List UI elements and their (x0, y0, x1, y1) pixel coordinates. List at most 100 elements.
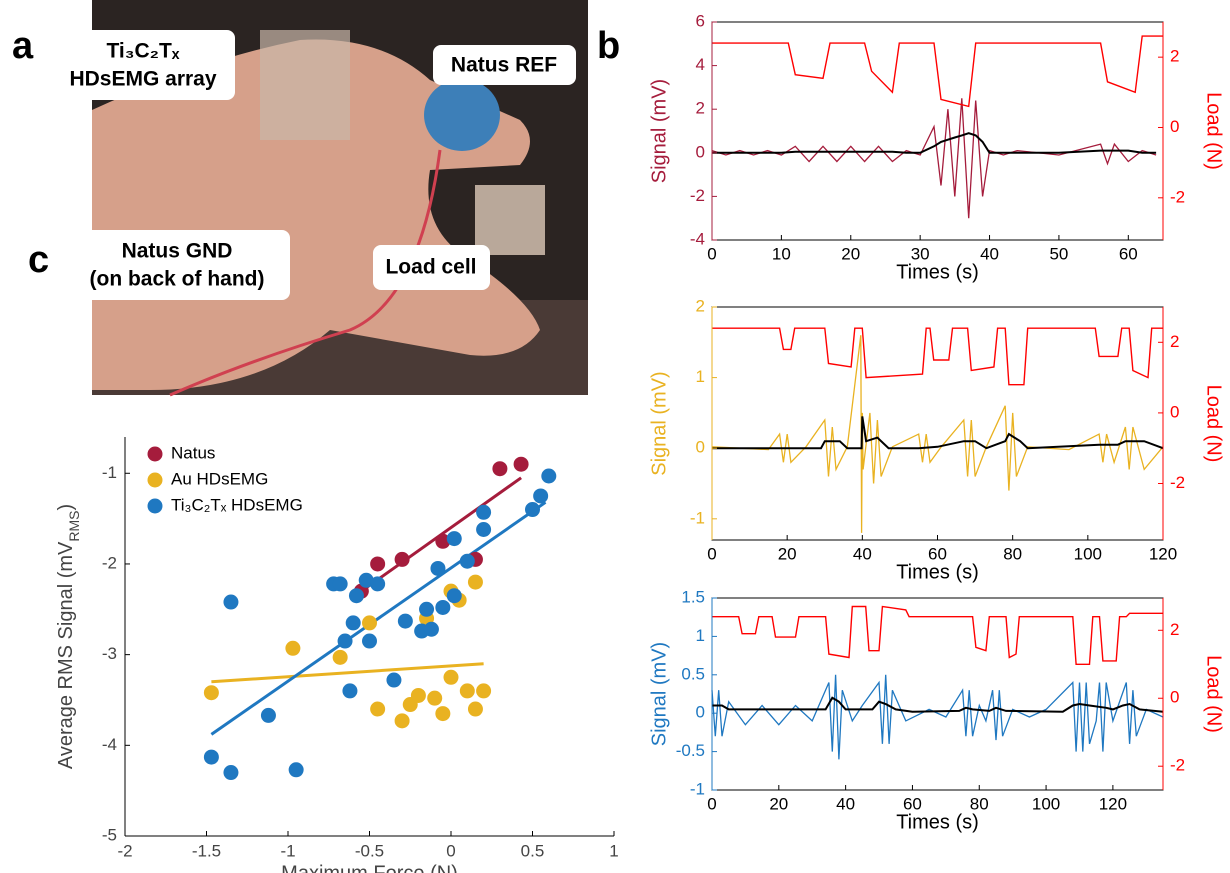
scatter-point (435, 600, 450, 615)
x-tick-label: 0.5 (521, 841, 545, 860)
legend-label: Ti₃C₂Tₓ HDsEMG (171, 495, 303, 514)
scatter-point (285, 641, 300, 656)
scatter-point (514, 457, 529, 472)
y-axis-label-part: ) (55, 504, 77, 511)
scatter-point (525, 502, 540, 517)
axes-box (712, 598, 1163, 790)
x-tick-label: 10 (772, 244, 791, 263)
x-tick-label: -2 (117, 841, 132, 860)
photo-label: Natus GND (122, 240, 233, 263)
legend-marker (148, 473, 163, 488)
y-tick-label: 0 (696, 703, 705, 722)
x-tick-label: 50 (1049, 244, 1068, 263)
panel-label: a (12, 25, 34, 67)
scatter-point (370, 556, 385, 571)
fit-line (211, 664, 483, 682)
y2-tick-label: -2 (1170, 756, 1185, 775)
chart: 0102030405060-4-20246-202Times (s)Signal… (648, 11, 1224, 283)
x-axis-label: Times (s) (896, 811, 979, 833)
x-tick-label: -1 (280, 841, 295, 860)
scatter-point (424, 622, 439, 637)
axes-box (712, 22, 1163, 240)
y2-axis-label: Load (N) (1203, 655, 1225, 733)
scatter-point (333, 576, 348, 591)
x-tick-label: 100 (1074, 544, 1102, 563)
y-tick-label: 1 (696, 626, 705, 645)
y-axis-label-part: RMS (66, 511, 82, 542)
electrode-array (260, 30, 350, 140)
scatter-point (395, 713, 410, 728)
legend-label: Natus (171, 443, 215, 462)
scatter-point (204, 750, 219, 765)
y2-tick-label: 0 (1170, 688, 1179, 707)
x-tick-label: 0 (707, 794, 716, 813)
y-tick-label: 4 (696, 55, 705, 74)
scatter-point (398, 614, 413, 629)
axes-box (712, 307, 1163, 540)
y2-axis-label: Load (N) (1203, 92, 1225, 170)
scatter-point (370, 702, 385, 717)
scatter-point (460, 554, 475, 569)
y-tick-label: 1.5 (681, 587, 705, 606)
y-tick-label: 2 (696, 296, 705, 315)
x-axis-label: Times (s) (896, 561, 979, 583)
x-tick-label: -1.5 (192, 841, 221, 860)
scatter-point (338, 634, 353, 649)
scatter-point (370, 576, 385, 591)
figure: Ti₃C₂Tₓ HDsEMG array Natus REF Natus GND… (0, 0, 1230, 873)
scatter-point (541, 468, 556, 483)
signal-line (712, 335, 1163, 533)
x-tick-label: 40 (836, 794, 855, 813)
scatter-point (395, 552, 410, 567)
x-tick-label: 120 (1099, 794, 1127, 813)
ref-electrode (424, 79, 500, 151)
panel-label: c (28, 239, 49, 281)
x-tick-label: 120 (1149, 544, 1177, 563)
signal-line (712, 675, 1163, 760)
scatter-point (427, 691, 442, 706)
scatter-point (468, 575, 483, 590)
y-tick-label: -2 (690, 186, 705, 205)
y-tick-label: -1 (690, 508, 705, 527)
photo-label: (on back of hand) (90, 268, 265, 291)
scatter-point (223, 765, 238, 780)
y2-tick-label: -2 (1170, 473, 1185, 492)
load-line (712, 607, 1163, 665)
scatter-point (362, 615, 377, 630)
scatter-point (468, 702, 483, 717)
scatter-point (223, 595, 238, 610)
scatter-point (362, 634, 377, 649)
x-tick-label: -0.5 (355, 841, 384, 860)
scatter-point (430, 561, 445, 576)
y-tick-label: -4 (690, 229, 705, 248)
scatter-point (476, 683, 491, 698)
legend-marker (148, 499, 163, 514)
scatter-point (386, 673, 401, 688)
x-tick-label: 0 (707, 544, 716, 563)
y-tick-label: 1 (696, 367, 705, 386)
scatter-point (204, 685, 219, 700)
signal-line (712, 133, 1156, 153)
scatter-point (492, 461, 507, 476)
scatter-point (411, 688, 426, 703)
y-tick-label: -3 (102, 644, 117, 663)
x-tick-label: 0 (446, 841, 455, 860)
y-tick-label: 0 (696, 142, 705, 161)
y-tick-label: -1 (690, 779, 705, 798)
y2-axis-label: Load (N) (1203, 385, 1225, 463)
y2-tick-label: 2 (1170, 47, 1179, 66)
x-tick-label: 40 (853, 544, 872, 563)
scatter-point (447, 588, 462, 603)
legend-marker (148, 447, 163, 462)
x-tick-label: 20 (778, 544, 797, 563)
y-tick-label: 2 (696, 99, 705, 118)
signal-line (712, 416, 1163, 448)
y2-tick-label: 2 (1170, 620, 1179, 639)
y-tick-label: -5 (102, 825, 117, 844)
x-axis-label: Times (s) (896, 261, 979, 283)
signal-line (712, 98, 1156, 218)
y2-tick-label: 2 (1170, 332, 1179, 351)
scatter-point (346, 615, 361, 630)
scatter-point (333, 650, 348, 665)
